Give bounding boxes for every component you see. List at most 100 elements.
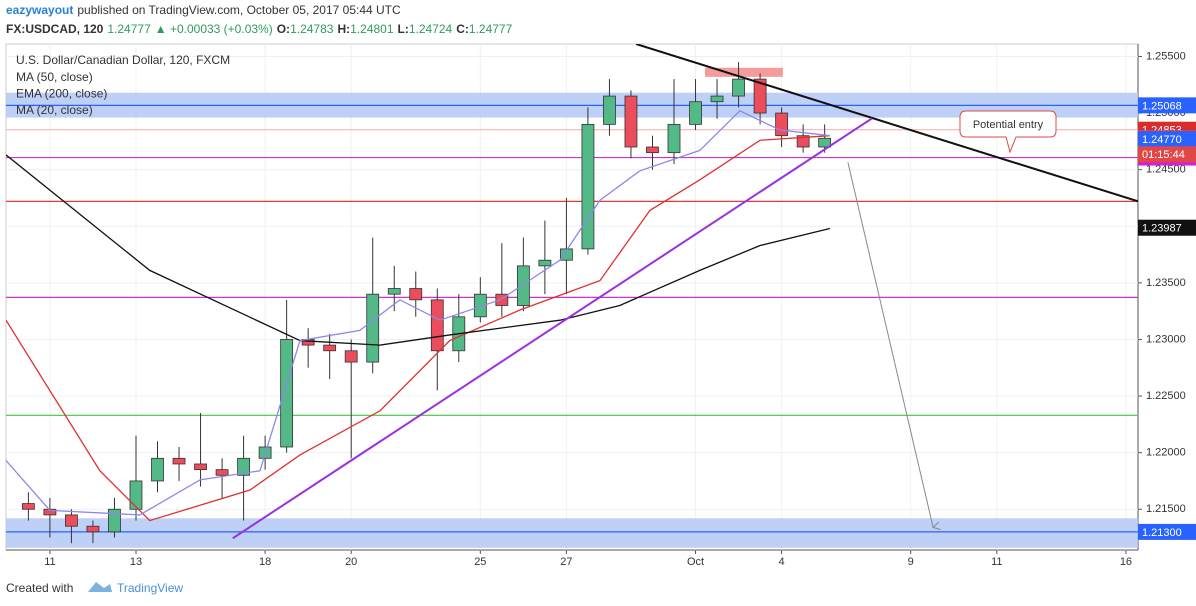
candle-body	[624, 95, 638, 148]
legend-entry: MA (50, close)	[16, 70, 93, 84]
candle-body	[495, 293, 509, 306]
zone	[6, 518, 1138, 548]
candle-body	[237, 457, 250, 476]
header-line-2: FX:USDCAD, 120 1.24777 ▲ +0.00033 (+0.03%)…	[6, 22, 513, 36]
y-tick-label: 1.22000	[1146, 447, 1186, 459]
price-label: 1.24770	[1142, 134, 1182, 146]
y-tick-label: 1.23500	[1146, 277, 1186, 289]
ma-line	[6, 110, 830, 516]
price-label: 1.25068	[1142, 100, 1182, 112]
callout-box	[959, 110, 1057, 154]
candle-body	[366, 293, 380, 363]
legend-title: U.S. Dollar/Canadian Dollar, 120, FXCM	[16, 53, 230, 67]
candle-body	[86, 525, 100, 533]
price-label-bg	[1138, 131, 1196, 148]
legend-entry: EMA (200, close)	[16, 87, 107, 101]
countdown: 01:15:44	[1142, 149, 1185, 161]
candle-body	[344, 350, 358, 363]
price-label: 1.23987	[1142, 223, 1182, 235]
candle-body	[732, 78, 745, 97]
change: ▲ +0.00033 (+0.03%)	[155, 22, 273, 36]
zone	[704, 67, 783, 77]
x-tick-label: 9	[908, 556, 914, 568]
y-tick-label: 1.21500	[1146, 503, 1186, 515]
candle-body	[689, 101, 702, 125]
h: 1.24801	[350, 22, 394, 36]
candle-body	[430, 299, 444, 352]
last: 1.24777	[107, 22, 151, 36]
candle-body	[560, 248, 573, 261]
candle-body	[818, 137, 832, 148]
candle-body	[108, 508, 121, 533]
x-tick-label: 13	[130, 556, 142, 568]
x-tick-label: 27	[560, 556, 572, 568]
candle-body	[667, 123, 681, 154]
candle-body	[581, 123, 595, 250]
header-line-1: eazywayout published on TradingView.com, …	[6, 3, 401, 17]
x-tick-label: 11	[44, 556, 55, 568]
legend-entry: MA (20, close)	[16, 103, 93, 117]
candle-body	[43, 508, 57, 516]
c-label: C:	[456, 22, 469, 36]
x-tick-label: Oct	[687, 556, 704, 568]
ma-line	[6, 135, 830, 522]
callout: Potential entry	[959, 110, 1057, 154]
x-tick-label: 25	[474, 556, 486, 568]
arrow	[847, 162, 933, 527]
candle-body	[280, 339, 294, 448]
countdown-bg	[1138, 146, 1196, 163]
footer-brand[interactable]: TradingView	[117, 581, 183, 595]
candle-body	[710, 95, 724, 103]
l: 1.24724	[409, 22, 453, 36]
price-label-bg	[1138, 523, 1196, 540]
l-label: L:	[398, 22, 409, 36]
logo	[88, 582, 112, 592]
y-tick-label: 1.23000	[1146, 333, 1186, 345]
x-tick-label: 20	[345, 556, 357, 568]
published: published on TradingView.com, October 05…	[77, 3, 401, 17]
author[interactable]: eazywayout	[6, 3, 73, 17]
candle-body	[603, 95, 616, 125]
axes: 1.255001.250001.245001.240001.235001.230…	[44, 50, 1196, 568]
plot	[6, 44, 1138, 550]
x-tick-label: 16	[1120, 556, 1132, 568]
candle-body	[215, 469, 229, 476]
candle-body	[409, 288, 423, 301]
candle-body	[65, 514, 78, 527]
c: 1.24777	[469, 22, 513, 36]
price-label-bg	[1138, 97, 1196, 114]
candle-body	[538, 259, 552, 267]
candle-body	[323, 344, 337, 352]
y-tick-label: 1.22500	[1146, 390, 1186, 402]
candle-body	[646, 146, 659, 154]
callout-text: Potential entry	[973, 119, 1044, 131]
ma-line	[6, 154, 830, 346]
candle-body	[796, 135, 810, 148]
o: 1.24783	[290, 22, 334, 36]
candle-body	[129, 480, 143, 510]
x-tick-label: 11	[991, 556, 1002, 568]
footer-created: Created with	[6, 581, 73, 595]
h-label: H:	[337, 22, 350, 36]
candle-body	[172, 457, 186, 465]
candle-body	[21, 503, 35, 510]
candle-body	[516, 265, 530, 306]
symbol: FX:USDCAD, 120	[6, 22, 104, 36]
y-tick-label: 1.25500	[1146, 50, 1186, 62]
candle-body	[775, 112, 789, 137]
y-tick-label: 1.24500	[1146, 164, 1186, 176]
price-label-bg	[1138, 219, 1196, 236]
trendline	[232, 117, 873, 540]
candle-body	[194, 463, 207, 471]
o-label: O:	[277, 22, 290, 36]
x-tick-label: 4	[779, 556, 785, 568]
x-tick-label: 18	[259, 556, 271, 568]
candle-body	[753, 78, 767, 114]
candle-body	[473, 293, 487, 318]
candle-body	[387, 288, 401, 295]
trendline	[635, 44, 1138, 203]
candle-body	[151, 457, 164, 482]
price-label: 1.21300	[1142, 527, 1182, 539]
